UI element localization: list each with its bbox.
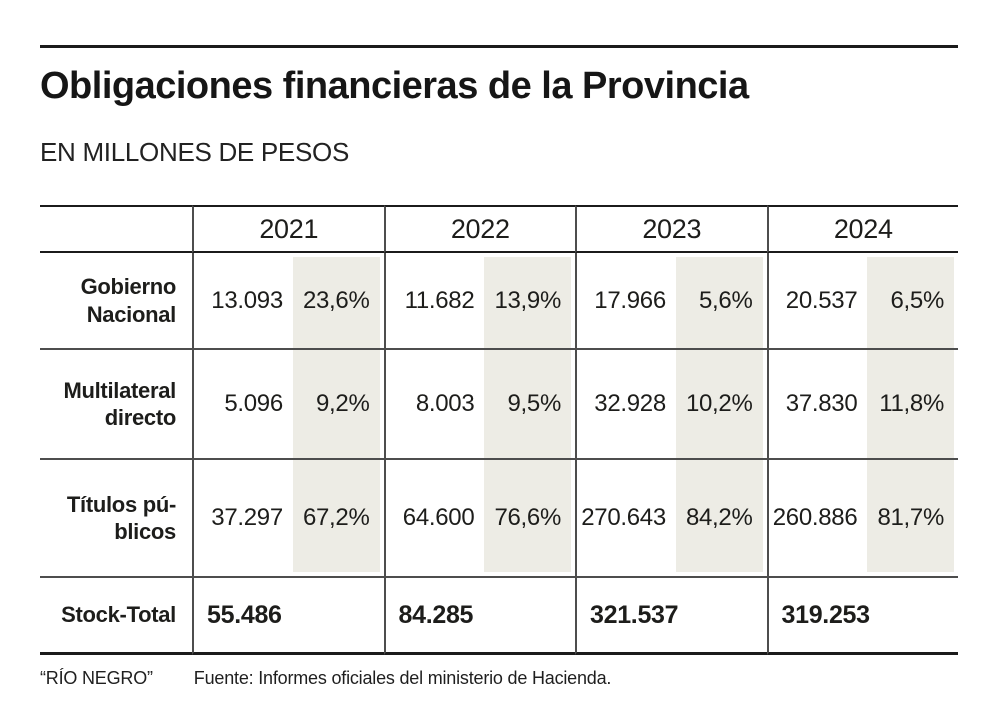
- row-label-text: Stock-Total: [61, 602, 176, 628]
- cell-titulos-2022-value: 64.600: [383, 460, 485, 578]
- cell-titulos-2022-share: 76,6%: [484, 460, 575, 578]
- cell-titulos-2023-share: 84,2%: [675, 460, 767, 578]
- cell-total-2021: 55.486: [192, 578, 384, 655]
- row-label-stock-total: Stock-Total: [40, 578, 192, 655]
- cell-gobierno-2024-value: 20.537: [766, 253, 868, 350]
- cell-gobierno-2021-value: 13.093: [192, 253, 293, 350]
- chart-title: Obligaciones financieras de la Provincia: [40, 65, 749, 107]
- cell-total-2023: 321.537: [575, 578, 767, 655]
- cell-multilateral-2024-share: 11,8%: [867, 350, 958, 460]
- cell-titulos-2023-value: 270.643: [575, 460, 676, 578]
- year-header-2023: 2023: [575, 205, 767, 253]
- cell-gobierno-2022-share: 13,9%: [484, 253, 575, 350]
- cell-gobierno-2023-share: 5,6%: [675, 253, 767, 350]
- credit-label: “RÍO NEGRO”: [40, 668, 153, 688]
- cell-multilateral-2024-value: 37.830: [766, 350, 868, 460]
- row-label-text: Gobierno Nacional: [80, 274, 177, 327]
- row-label-multilateral-directo: Multilateral directo: [40, 350, 192, 460]
- cell-gobierno-2022-value: 11.682: [383, 253, 485, 350]
- cell-titulos-2024-value: 260.886: [766, 460, 868, 578]
- year-header-2024: 2024: [766, 205, 958, 253]
- year-header-2022: 2022: [383, 205, 575, 253]
- obligations-table: 2021 2022 2023 2024 Gobierno Nacional 13…: [40, 205, 958, 655]
- row-label-gobierno-nacional: Gobierno Nacional: [40, 253, 192, 350]
- source-line: Fuente: Informes oficiales del ministeri…: [193, 668, 612, 688]
- cell-titulos-2021-share: 67,2%: [292, 460, 384, 578]
- cell-gobierno-2021-share: 23,6%: [292, 253, 384, 350]
- footer: “RÍO NEGRO” Fuente: Informes oficiales d…: [40, 668, 958, 689]
- row-label-titulos-publicos: Títulos pú- blicos: [40, 460, 192, 578]
- row-label-text: Títulos pú- blicos: [66, 491, 176, 545]
- cell-titulos-2024-share: 81,7%: [867, 460, 958, 578]
- cell-multilateral-2021-share: 9,2%: [292, 350, 384, 460]
- cell-multilateral-2022-share: 9,5%: [484, 350, 575, 460]
- cell-multilateral-2023-value: 32.928: [575, 350, 676, 460]
- row-label-text: Multilateral directo: [63, 377, 176, 431]
- cell-multilateral-2022-value: 8.003: [383, 350, 485, 460]
- cell-gobierno-2023-value: 17.966: [575, 253, 676, 350]
- cell-multilateral-2023-share: 10,2%: [675, 350, 767, 460]
- cell-multilateral-2021-value: 5.096: [192, 350, 293, 460]
- cell-gobierno-2024-share: 6,5%: [867, 253, 958, 350]
- year-header-2021: 2021: [192, 205, 384, 253]
- chart-subtitle: EN MILLONES DE PESOS: [40, 137, 349, 167]
- cell-total-2024: 319.253: [766, 578, 958, 655]
- cell-total-2022: 84.285: [383, 578, 575, 655]
- corner-cell: [40, 205, 192, 253]
- top-rule: [40, 45, 958, 48]
- cell-titulos-2021-value: 37.297: [192, 460, 293, 578]
